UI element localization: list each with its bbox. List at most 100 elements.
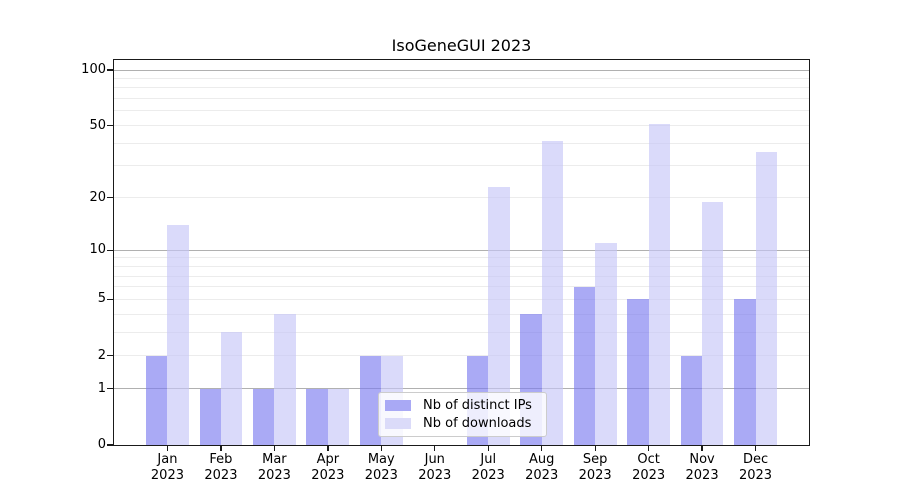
y-tick-mark bbox=[107, 197, 113, 199]
legend-label-distinct-ips: Nb of distinct IPs bbox=[423, 398, 532, 414]
y-tick-mark bbox=[107, 444, 113, 446]
y-tick-label: 0 bbox=[97, 437, 106, 452]
legend-item-downloads: Nb of downloads bbox=[385, 416, 539, 431]
x-tick-year: 2023 bbox=[738, 468, 773, 483]
minor-gridline bbox=[114, 313, 809, 315]
x-tick-year: 2023 bbox=[257, 468, 291, 483]
x-tick-year: 2023 bbox=[418, 468, 452, 483]
x-tick-label: Sep 2023 bbox=[565, 452, 625, 484]
bar-distinct-ips-apr bbox=[306, 388, 328, 445]
minor-gridline bbox=[114, 275, 809, 277]
x-tick-year: 2023 bbox=[471, 468, 505, 483]
x-tick-label: Aug 2023 bbox=[512, 452, 572, 484]
y-tick-mark bbox=[107, 298, 113, 301]
x-tick-label: Nov 2023 bbox=[672, 452, 732, 484]
y-tick-label: 2 bbox=[97, 347, 106, 363]
x-tick-year: 2023 bbox=[578, 468, 612, 483]
legend-swatch-downloads bbox=[385, 417, 411, 429]
bar-downloads-dec bbox=[755, 151, 777, 445]
y-tick-mark bbox=[107, 388, 113, 390]
x-tick-mark bbox=[754, 446, 757, 451]
minor-gridline bbox=[114, 298, 809, 300]
x-tick-label: Mar 2023 bbox=[244, 452, 304, 484]
minor-gridline bbox=[114, 197, 809, 199]
x-tick-mark bbox=[220, 446, 222, 451]
minor-gridline bbox=[114, 355, 809, 357]
x-tick-month: Sep bbox=[582, 452, 608, 467]
bar-downloads-aug bbox=[541, 141, 564, 445]
bar-downloads-mar bbox=[274, 314, 296, 445]
x-tick-month: Aug bbox=[528, 452, 555, 467]
x-tick-mark bbox=[273, 446, 276, 451]
x-tick-label: Feb 2023 bbox=[191, 452, 251, 484]
legend-item-distinct-ips: Nb of distinct IPs bbox=[385, 398, 539, 413]
x-tick-label: Jul 2023 bbox=[458, 452, 518, 484]
minor-gridline bbox=[114, 87, 809, 89]
x-tick-month: Jul bbox=[480, 452, 497, 467]
bar-distinct-ips-feb bbox=[199, 388, 221, 445]
minor-gridline bbox=[114, 142, 809, 144]
bar-distinct-ips-may bbox=[359, 355, 382, 445]
x-tick-label: Apr 2023 bbox=[298, 452, 358, 484]
x-tick-mark bbox=[327, 446, 329, 451]
y-tick-mark bbox=[107, 69, 113, 71]
y-tick-label: 50 bbox=[89, 117, 106, 133]
y-tick-label: 5 bbox=[97, 291, 106, 307]
bar-downloads-feb bbox=[220, 332, 243, 445]
x-tick-mark bbox=[166, 446, 169, 451]
y-tick-label: 20 bbox=[89, 189, 106, 205]
plot-area bbox=[113, 59, 810, 446]
x-tick-label: Jun 2023 bbox=[405, 452, 465, 484]
x-tick-year: 2023 bbox=[204, 468, 238, 483]
y-tick-mark bbox=[107, 124, 113, 127]
bar-distinct-ips-nov bbox=[680, 355, 703, 445]
x-tick-year: 2023 bbox=[525, 468, 559, 483]
x-tick-month: Mar bbox=[262, 452, 287, 467]
x-tick-label: Dec 2023 bbox=[726, 452, 786, 484]
bar-distinct-ips-jan bbox=[146, 355, 168, 445]
bar-distinct-ips-sep bbox=[573, 286, 596, 445]
x-tick-year: 2023 bbox=[364, 468, 398, 483]
major-gridline bbox=[114, 69, 809, 71]
legend-label-downloads: Nb of downloads bbox=[423, 415, 532, 431]
minor-gridline bbox=[114, 265, 809, 267]
x-tick-mark bbox=[434, 446, 436, 451]
minor-gridline bbox=[114, 77, 809, 79]
x-tick-label: Jan 2023 bbox=[137, 452, 197, 484]
x-tick-month: May bbox=[367, 452, 395, 467]
bar-downloads-apr bbox=[327, 388, 350, 445]
bar-downloads-oct bbox=[648, 123, 670, 445]
x-tick-year: 2023 bbox=[685, 468, 719, 483]
x-tick-mark bbox=[487, 446, 489, 451]
x-tick-month: Apr bbox=[316, 452, 340, 467]
bar-distinct-ips-dec bbox=[734, 299, 756, 445]
x-tick-month: Nov bbox=[689, 452, 715, 467]
chart-title: IsoGeneGUI 2023 bbox=[391, 36, 532, 55]
y-tick-mark bbox=[107, 249, 113, 251]
x-tick-label: Oct 2023 bbox=[619, 452, 679, 484]
minor-gridline bbox=[114, 257, 809, 259]
y-tick-label: 100 bbox=[81, 62, 106, 77]
major-gridline bbox=[114, 249, 809, 251]
x-tick-mark bbox=[380, 446, 382, 451]
legend: Nb of distinct IPs Nb of downloads bbox=[378, 392, 547, 437]
bar-downloads-nov bbox=[702, 201, 724, 445]
x-tick-month: Feb bbox=[209, 452, 233, 467]
x-tick-mark bbox=[648, 446, 650, 451]
minor-gridline bbox=[114, 331, 809, 333]
x-tick-year: 2023 bbox=[311, 468, 345, 483]
legend-swatch-distinct-ips bbox=[385, 400, 411, 412]
x-tick-mark bbox=[594, 446, 596, 451]
x-tick-year: 2023 bbox=[632, 468, 666, 483]
minor-gridline bbox=[114, 110, 809, 112]
x-tick-month: Jan bbox=[157, 452, 178, 467]
x-tick-month: Jun bbox=[424, 452, 445, 467]
bar-downloads-jul bbox=[488, 186, 510, 445]
y-tick-label: 1 bbox=[97, 380, 106, 396]
x-tick-mark bbox=[701, 446, 703, 451]
x-tick-month: Dec bbox=[742, 452, 769, 467]
minor-gridline bbox=[114, 125, 809, 127]
y-tick-label: 10 bbox=[89, 242, 106, 258]
x-tick-mark bbox=[541, 446, 543, 451]
